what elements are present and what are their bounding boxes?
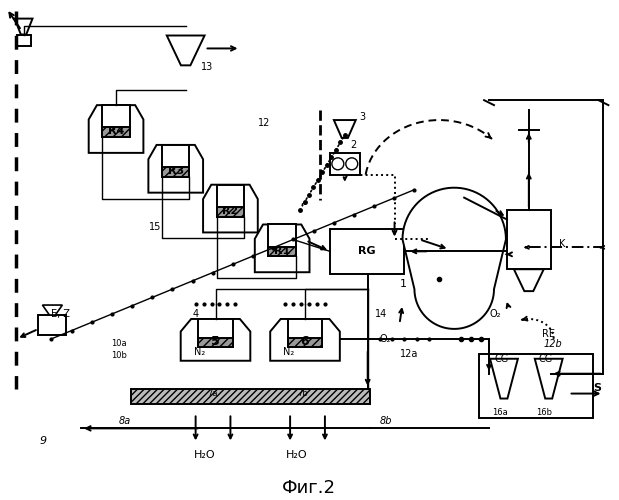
Text: R1: R1 bbox=[274, 246, 290, 256]
Polygon shape bbox=[255, 224, 310, 272]
Bar bbox=[330, 230, 404, 274]
Polygon shape bbox=[217, 184, 244, 216]
Bar bbox=[479, 354, 594, 418]
Bar bbox=[162, 167, 189, 176]
Polygon shape bbox=[89, 105, 144, 153]
Text: 2: 2 bbox=[350, 140, 356, 150]
Text: 12b: 12b bbox=[543, 339, 563, 349]
Bar bbox=[507, 210, 551, 269]
Text: 3: 3 bbox=[360, 112, 366, 122]
Text: R3: R3 bbox=[168, 166, 184, 176]
Polygon shape bbox=[490, 359, 518, 399]
Bar bbox=[38, 315, 66, 335]
Text: CG: CG bbox=[539, 354, 553, 364]
Text: 12: 12 bbox=[258, 118, 271, 128]
Text: O₂: O₂ bbox=[489, 309, 501, 319]
Bar bbox=[131, 388, 370, 404]
Bar bbox=[198, 338, 233, 347]
Text: 8b: 8b bbox=[379, 416, 392, 426]
Text: H₂O: H₂O bbox=[286, 450, 308, 460]
Text: 16b: 16b bbox=[536, 408, 552, 418]
Polygon shape bbox=[269, 224, 296, 256]
Text: R2: R2 bbox=[222, 206, 238, 216]
Text: 4: 4 bbox=[193, 309, 199, 319]
Polygon shape bbox=[402, 188, 506, 329]
Text: 9: 9 bbox=[40, 436, 46, 446]
Text: 6: 6 bbox=[301, 336, 310, 348]
Text: 8a: 8a bbox=[119, 416, 131, 426]
Text: 15: 15 bbox=[149, 222, 161, 232]
Bar bbox=[330, 153, 360, 175]
Text: 10b: 10b bbox=[111, 351, 127, 360]
Polygon shape bbox=[15, 18, 33, 34]
Text: N₂: N₂ bbox=[194, 347, 205, 357]
Polygon shape bbox=[514, 269, 543, 291]
Polygon shape bbox=[198, 319, 233, 347]
Polygon shape bbox=[149, 145, 203, 192]
Text: E, Z: E, Z bbox=[51, 309, 71, 319]
Polygon shape bbox=[162, 145, 189, 176]
Text: RG: RG bbox=[358, 246, 376, 256]
Text: 7b: 7b bbox=[297, 388, 308, 398]
Bar bbox=[17, 34, 30, 46]
Text: R4: R4 bbox=[108, 126, 124, 136]
Text: 7a: 7a bbox=[207, 388, 218, 398]
Text: RE: RE bbox=[542, 329, 555, 339]
Text: 5: 5 bbox=[211, 336, 220, 348]
Polygon shape bbox=[271, 319, 340, 360]
Text: 10a: 10a bbox=[111, 339, 127, 348]
Text: Фиг.2: Фиг.2 bbox=[282, 479, 336, 497]
Text: 16a: 16a bbox=[492, 408, 508, 418]
Text: 12a: 12a bbox=[399, 349, 418, 359]
Text: 13: 13 bbox=[201, 62, 213, 72]
Polygon shape bbox=[102, 105, 130, 137]
Polygon shape bbox=[167, 36, 204, 66]
Text: S: S bbox=[594, 382, 602, 392]
Polygon shape bbox=[181, 319, 250, 360]
Bar bbox=[288, 338, 322, 347]
Bar bbox=[217, 207, 244, 216]
Polygon shape bbox=[535, 359, 563, 399]
Circle shape bbox=[346, 158, 358, 170]
Polygon shape bbox=[334, 120, 356, 138]
Bar bbox=[269, 247, 296, 256]
Text: O₂: O₂ bbox=[379, 334, 391, 344]
Text: K: K bbox=[559, 240, 565, 250]
Text: N₂: N₂ bbox=[283, 347, 295, 357]
Text: 14: 14 bbox=[374, 309, 387, 319]
Polygon shape bbox=[203, 184, 258, 232]
Text: 1: 1 bbox=[399, 279, 407, 289]
Bar bbox=[102, 128, 130, 137]
Polygon shape bbox=[288, 319, 322, 347]
Text: H₂O: H₂O bbox=[194, 450, 215, 460]
Text: CG: CG bbox=[494, 354, 508, 364]
Polygon shape bbox=[43, 305, 63, 315]
Circle shape bbox=[332, 158, 344, 170]
